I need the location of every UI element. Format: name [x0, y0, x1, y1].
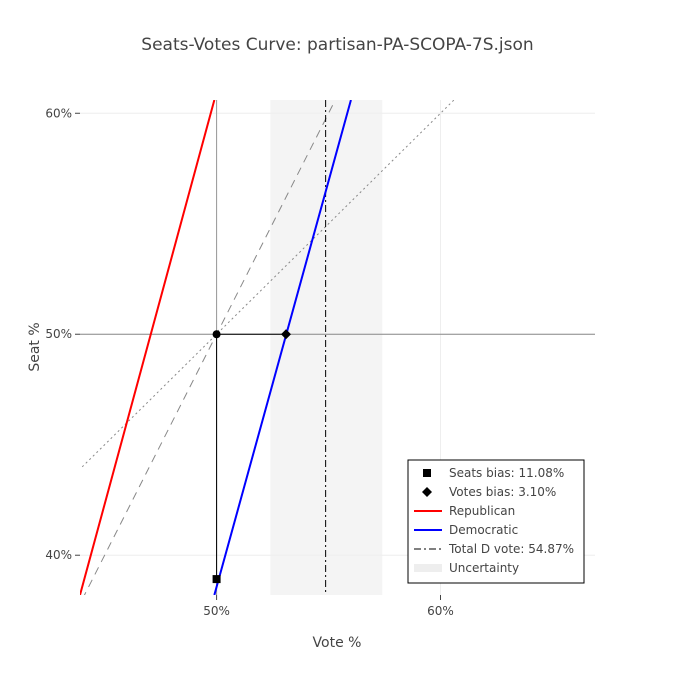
diagonal-responsive: [83, 100, 336, 595]
legend-item-label: Republican: [449, 504, 515, 518]
legend-symbol-square: [423, 469, 431, 477]
midpoint-marker: [212, 330, 221, 339]
legend-item-label: Votes bias: 3.10%: [449, 485, 556, 499]
uncertainty-band: [270, 100, 383, 595]
x-tick-label: 60%: [427, 604, 454, 618]
seats-bias-marker: [212, 575, 221, 584]
legend: Seats bias: 11.08% Votes bias: 3.10% Repub…: [407, 459, 585, 584]
clipped-series: [80, 100, 455, 595]
legend-item-label: Democratic: [449, 523, 518, 537]
x-tick-label: 50%: [203, 604, 230, 618]
y-tick-label: 60%: [45, 106, 72, 120]
votes-bias-marker: [281, 329, 291, 340]
legend-symbol-uncertainty: [414, 564, 442, 572]
y-axis-title: Seat %: [27, 322, 43, 371]
chart-title: Seats-Votes Curve: partisan-PA-SCOPA-7S.…: [141, 35, 533, 55]
legend-item-label: Seats bias: 11.08%: [449, 466, 564, 480]
series-line-democratic: [213, 100, 352, 595]
legend-item-label: Uncertainty: [449, 561, 519, 575]
plot-area: [80, 100, 595, 595]
legend-item-label: Total D vote: 54.87%: [448, 542, 574, 556]
series-line-republican: [80, 100, 216, 595]
y-tick-label: 40%: [45, 548, 72, 562]
legend-box: [407, 459, 585, 584]
legend-symbol-diamond: [422, 487, 432, 497]
axis-ticks: 50% 60% 40% 50% 60%: [45, 106, 454, 618]
x-axis-title: Vote %: [313, 635, 362, 651]
diagonal-proportional: [81, 100, 455, 468]
y-tick-label: 50%: [45, 327, 72, 341]
